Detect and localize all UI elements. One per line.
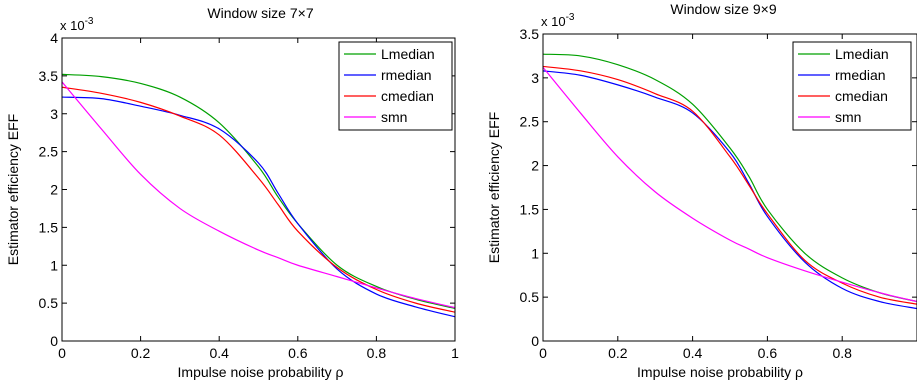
x-tick-label: 0.2 [131,345,151,361]
chart-title: Window size 7×7 [207,5,313,21]
x-tick-label: 0.2 [608,345,628,361]
y-tick-label: 2 [50,182,58,198]
legend-label-rmedian: rmedian [835,67,886,83]
series-line-lmedian [543,53,917,303]
x-tick-label: 0.8 [832,345,852,361]
x-tick-label: 0.8 [367,345,387,361]
y-tick-label: 0 [50,333,58,349]
legend-label-cmedian: cmedian [835,88,888,104]
y-tick-label: 2.5 [39,144,59,160]
chart-panel-1: 0 0.2 0.4 0.6 0.8 1 0 0.5 1 1.5 2 2.5 3 3.5 4x 10-3 Win… [5,5,459,380]
legend-label-lmedian: Lmedian [381,46,435,62]
y-exponent-label: x 10-3 [541,12,575,29]
series-line-smn [543,66,917,303]
legend-label-cmedian: cmedian [381,88,434,104]
legend-label-lmedian: Lmedian [835,46,889,62]
x-axis-label: Impulse noise probability ρ [178,364,344,380]
y-tick-label: 3 [50,106,58,122]
y-exponent-base: x 10 [541,14,566,29]
y-tick-label: 1 [531,245,539,261]
legend-box [792,41,912,131]
y-tick-label: 3.5 [39,68,59,84]
y-exponent-power: -3 [85,16,94,27]
series-line-smn [62,81,455,309]
x-tick-label: 0.4 [683,345,703,361]
y-exponent-base: x 10 [60,18,85,33]
series-line-cmedian [62,86,455,313]
x-tick-label: 1 [451,345,459,361]
legend-label-rmedian: rmedian [381,67,432,83]
x-tick-label: 0 [58,345,66,361]
y-tick-label: 4 [50,30,58,46]
y-exponent-power: -3 [566,12,575,23]
y-tick-label: 3 [531,70,539,86]
plot-frame [542,33,917,342]
series-line-cmedian [543,65,917,305]
chart-title: Window size 9×9 [670,1,776,17]
x-tick-label: 0.6 [288,345,308,361]
legend: Lmedian rmedian cmedian smn [792,41,912,131]
chart-panel-2: 0 0.2 0.4 0.6 0.8 0 0.5 1 1.5 2 2.5 3 3.5x 10-3 Windo… [486,1,917,380]
x-tick-label: 0.6 [758,345,778,361]
legend-label-smn: smn [835,109,861,125]
y-tick-label: 0.5 [39,295,59,311]
series-line-rmedian [543,70,917,310]
legend-box [338,41,453,131]
y-tick-label: 0.5 [520,289,540,305]
series-line-lmedian [62,73,455,310]
x-tick-label: 0 [539,345,547,361]
y-exponent-label: x 10-3 [60,16,94,33]
y-tick-label: 2.5 [520,114,540,130]
x-axis-label: Impulse noise probability ρ [637,364,803,380]
legend: Lmedian rmedian cmedian smn [338,41,453,131]
y-tick-label: 2 [531,158,539,174]
y-tick-label: 1.5 [520,201,540,217]
y-tick-label: 1.5 [39,219,59,235]
y-tick-label: 1 [50,257,58,273]
legend-label-smn: smn [381,109,407,125]
y-axis-label: Estimator efficiency EFF [486,112,502,263]
y-axis-label: Estimator efficiency EFF [5,114,21,265]
y-tick-label: 0 [531,333,539,349]
series-line-rmedian [62,96,455,318]
plot-frame [61,37,456,342]
x-tick-label: 0.4 [209,345,229,361]
y-tick-label: 3.5 [520,26,540,42]
